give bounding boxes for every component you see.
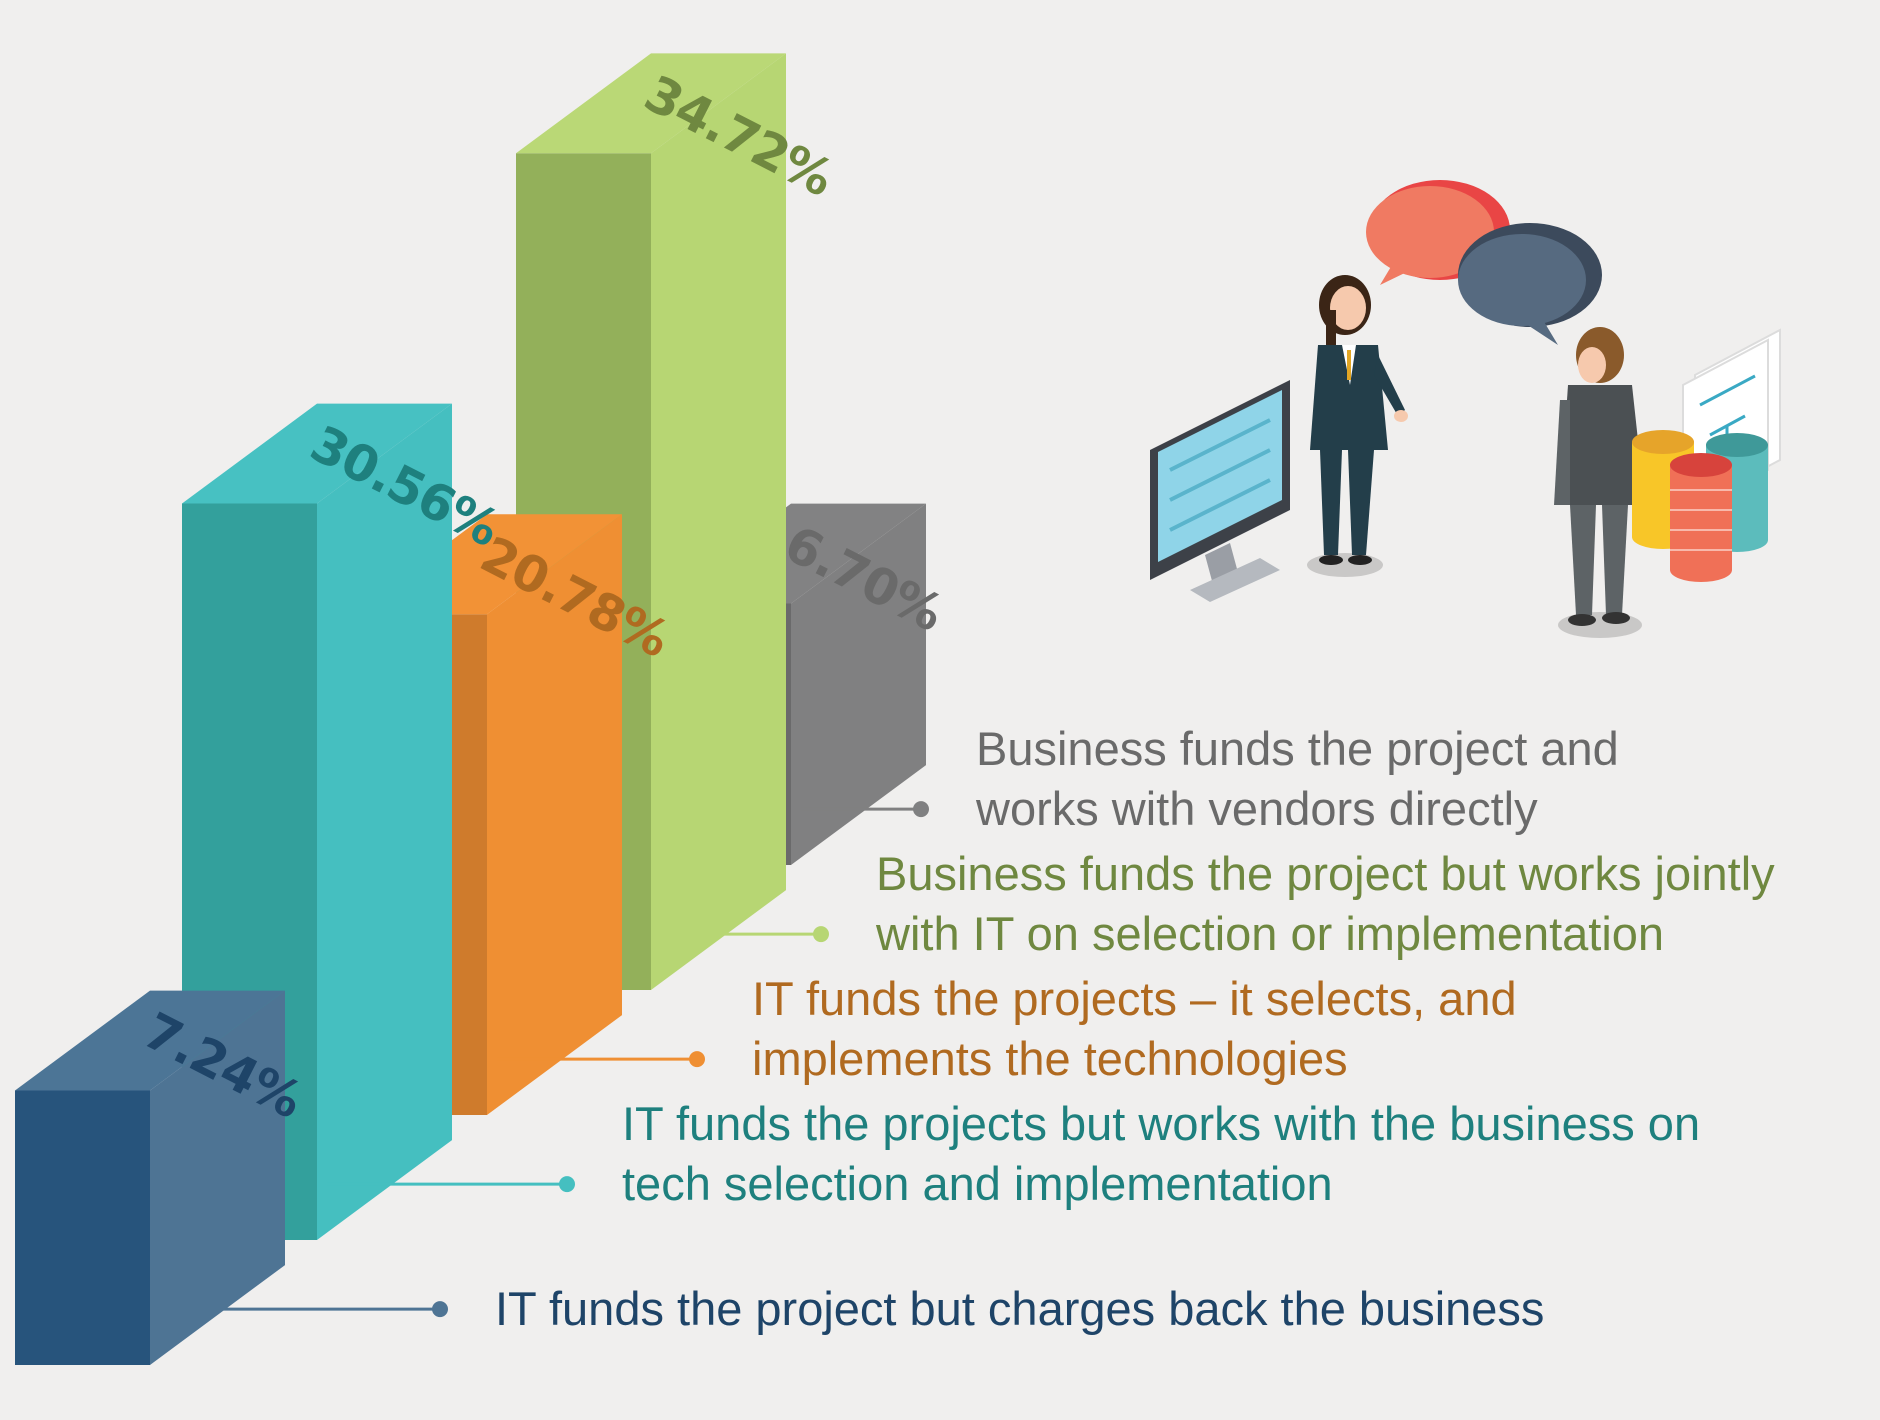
monitor-icon — [1150, 380, 1290, 602]
bar-top-face — [15, 990, 285, 1091]
legend-dot-5 — [913, 801, 929, 818]
bar-top-face — [516, 53, 786, 154]
legend-label-1-line-1: IT funds the project but charges back th… — [495, 1282, 1544, 1335]
bar-side-face — [651, 53, 786, 990]
legend-dot-1 — [432, 1301, 448, 1318]
legend-label-2-line-1: IT funds the projects but works with the… — [622, 1097, 1700, 1150]
businessman-icon — [1554, 327, 1645, 638]
bars-layer — [15, 53, 926, 1365]
bar-side-face — [150, 990, 285, 1365]
legend-label-5-line-1: Business funds the project and — [976, 722, 1619, 775]
legend-dot-3 — [689, 1051, 705, 1068]
legend-dot-2 — [559, 1176, 575, 1193]
bar-front-face — [15, 1090, 150, 1365]
legend-layer: Business funds the project and works with… — [160, 722, 1775, 1335]
business-meeting-illustration — [1150, 180, 1781, 638]
bar-1 — [15, 990, 285, 1365]
bar-side-face — [791, 503, 926, 865]
legend-label-4-line-1: Business funds the project but works joi… — [876, 847, 1775, 900]
bar-side-face — [317, 403, 452, 1240]
legend-label-5-line-2: works with vendors directly — [975, 782, 1538, 835]
legend-label-2-line-2: tech selection and implementation — [622, 1157, 1333, 1210]
coin-stack-icon — [1632, 430, 1768, 582]
speech-bubble-icon — [1366, 180, 1602, 345]
legend-label-4-line-2: with IT on selection or implementation — [875, 907, 1664, 960]
legend-dot-4 — [813, 926, 829, 943]
legend-label-3-line-1: IT funds the projects – it selects, and — [752, 972, 1517, 1025]
bar-side-face — [487, 514, 622, 1115]
legend-label-3-line-2: implements the technologies — [752, 1032, 1348, 1085]
businesswoman-icon — [1307, 275, 1408, 577]
bar-top-face — [182, 403, 452, 504]
